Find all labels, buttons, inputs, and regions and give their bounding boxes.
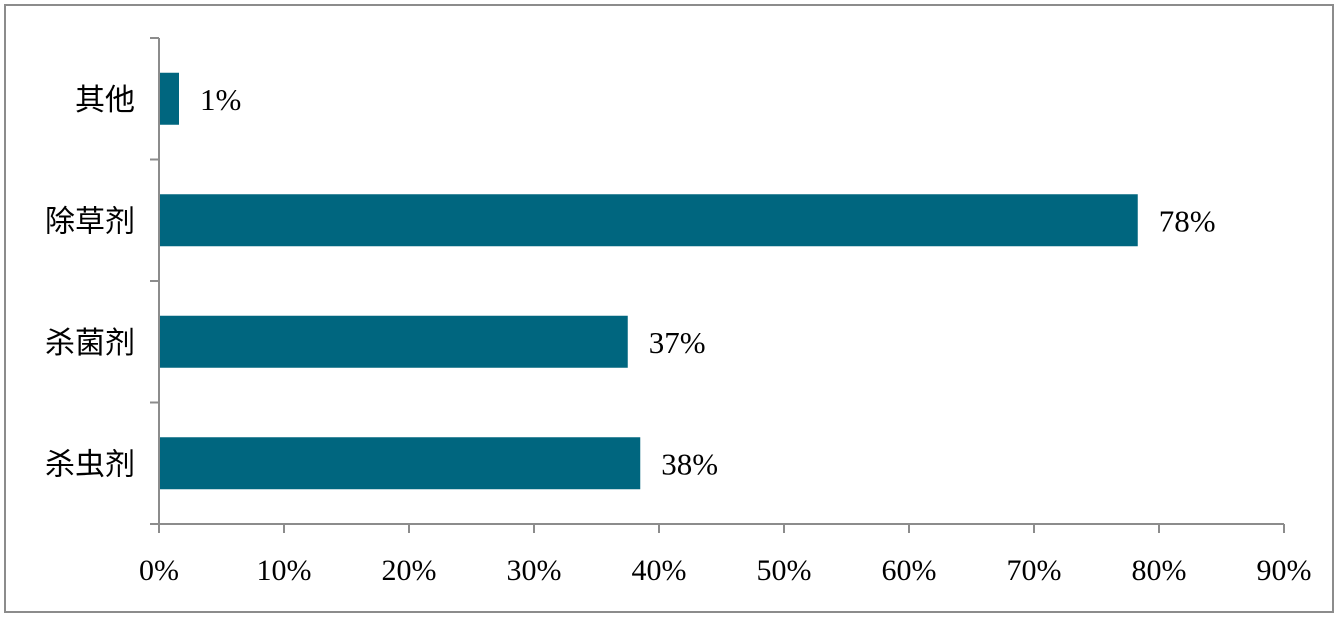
category-label: 其他 xyxy=(75,83,135,118)
x-tick-label: 0% xyxy=(139,554,179,587)
tick-labels: 0% 10% 20% 30% 40% 50% 60% 70% 80% 90% xyxy=(139,554,1312,587)
x-tick-label: 60% xyxy=(882,554,937,587)
bar xyxy=(160,72,179,125)
data-label: 78% xyxy=(1159,203,1216,238)
x-tick-label: 80% xyxy=(1132,554,1187,587)
category-label: 杀菌剂 xyxy=(45,326,135,361)
chart-frame xyxy=(4,4,1334,613)
category-label: 除草剂 xyxy=(45,204,135,239)
bar xyxy=(160,194,1138,247)
data-labels: 38% 37% 78% 1% xyxy=(200,82,1216,482)
x-tick-label: 90% xyxy=(1257,554,1312,587)
bars xyxy=(160,72,1138,490)
x-tick-label: 40% xyxy=(632,554,687,587)
axes xyxy=(150,37,1285,533)
category-label: 杀虫剂 xyxy=(45,447,135,482)
x-tick-label: 30% xyxy=(507,554,562,587)
x-tick-label: 50% xyxy=(757,554,812,587)
x-tick-label: 20% xyxy=(382,554,437,587)
bar xyxy=(160,315,628,368)
x-tick-label: 70% xyxy=(1007,554,1062,587)
data-label: 38% xyxy=(661,446,718,481)
bar xyxy=(160,437,641,490)
data-label: 1% xyxy=(200,82,241,117)
category-labels: 杀虫剂 杀菌剂 除草剂 其他 xyxy=(45,83,135,483)
data-label: 37% xyxy=(649,325,706,360)
x-tick-label: 10% xyxy=(257,554,312,587)
